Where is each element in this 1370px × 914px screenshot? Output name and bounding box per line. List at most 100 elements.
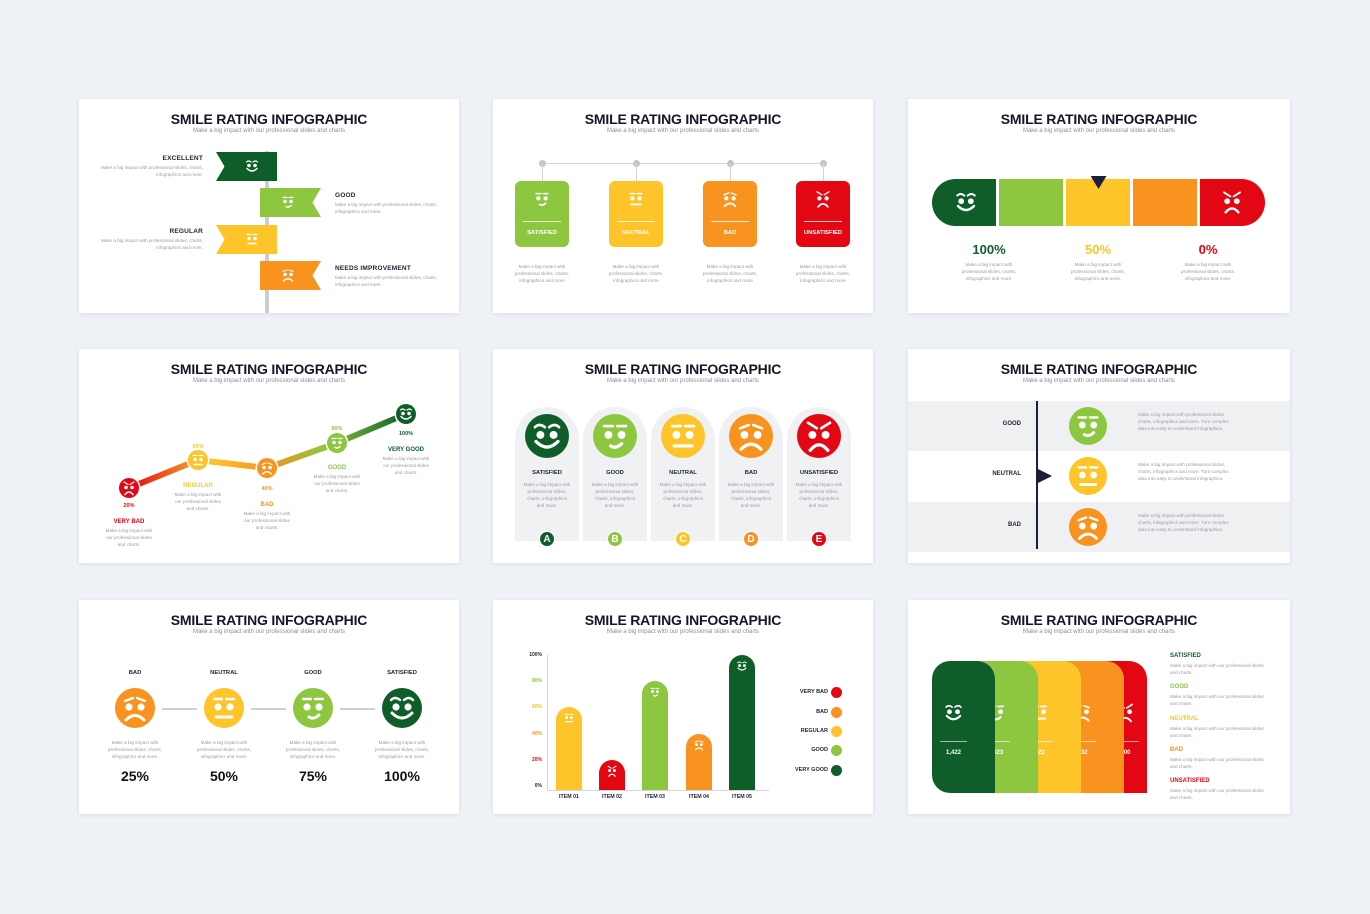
slide-line: SMILE RATING INFOGRAPHIC Make a big impa…: [79, 349, 459, 563]
column-description: Make a big impact with professional slid…: [591, 482, 639, 508]
rating-label: GOOD: [335, 192, 356, 199]
bar-item-03: [642, 681, 668, 790]
happy-face-icon: [242, 156, 262, 176]
slide-title: SMILE RATING INFOGRAPHIC: [170, 361, 368, 377]
rating-description: Make a big impact with professional slid…: [335, 202, 438, 214]
card-label: NEUTRAL: [622, 230, 650, 236]
bar-item-02: [599, 759, 625, 790]
rating-row: NEUTRAL Make a big impact with professio…: [908, 451, 1290, 501]
rating-card: UNSATISFIED: [796, 181, 850, 247]
point-label: VERY BAD: [113, 519, 145, 525]
slide-subtitle: Make a big impact with our professional …: [1022, 629, 1176, 635]
sad-face-icon: [729, 414, 773, 458]
point-value: 100%: [398, 431, 414, 437]
slide-title: SMILE RATING INFOGRAPHIC: [584, 361, 782, 377]
percent-description: Make a big impact with professional slid…: [1070, 262, 1126, 281]
percent-value: 100%: [972, 242, 1006, 257]
connector-line: [340, 708, 375, 710]
connector-line: [251, 708, 286, 710]
rating-card: NEUTRAL: [609, 181, 663, 247]
point-description: Make a big impact with our professional …: [174, 492, 222, 511]
column-letter-badge: E: [811, 531, 827, 547]
connector-stem: [823, 163, 824, 181]
row-description: Make a big impact with professional slid…: [1138, 412, 1229, 431]
scale-description: Make a big impact with professional slid…: [107, 740, 163, 759]
card-description: Make a big impact with professional slid…: [702, 264, 758, 283]
neutral-face-icon: [661, 414, 705, 458]
smile-face-icon: [530, 187, 554, 211]
legend-description: Make a big impact with our professional …: [1170, 788, 1264, 801]
rating-row: BAD Make a big impact with professional …: [908, 502, 1290, 552]
legend-dot: [831, 745, 842, 756]
smile-face-icon: [647, 684, 663, 700]
card-label: SATISFIED: [527, 230, 557, 236]
scale-label: GOOD: [304, 670, 322, 676]
rating-card: SATISFIED: [515, 181, 569, 247]
y-tick-label: 80%: [531, 678, 542, 685]
scale-description: Make a big impact with professional slid…: [374, 740, 430, 759]
column-label: BAD: [744, 470, 758, 476]
slide-title: SMILE RATING INFOGRAPHIC: [170, 612, 368, 628]
slide-subtitle: Make a big impact with our professional …: [606, 629, 760, 635]
slide-subtitle: Make a big impact with our professional …: [606, 128, 760, 134]
column-description: Make a big impact with professional slid…: [795, 482, 843, 508]
stack-value: 1,422: [945, 750, 961, 756]
stack-divider: [1026, 741, 1053, 742]
legend-label: GOOD: [811, 747, 828, 753]
card-description: Make a big impact with professional slid…: [608, 264, 664, 283]
slide-cards: SMILE RATING INFOGRAPHIC Make a big impa…: [493, 99, 873, 313]
angry-face-icon: [119, 478, 139, 498]
neutral-face-icon: [624, 187, 648, 211]
rating-description: Make a big impact with professional slid…: [100, 165, 203, 177]
stack-divider: [1069, 741, 1096, 742]
neutral-face-icon: [242, 229, 262, 249]
column-label: GOOD: [606, 470, 624, 476]
slide-subtitle: Make a big impact with our professional …: [1022, 128, 1176, 134]
slide-title: SMILE RATING INFOGRAPHIC: [1000, 111, 1198, 127]
row-description: Make a big impact with professional slid…: [1138, 513, 1229, 532]
angry-face-icon: [797, 414, 841, 458]
slide-subtitle: Make a big impact with our professional …: [1022, 378, 1176, 384]
angry-face-icon: [811, 187, 835, 211]
legend-description: Make a big impact with our professional …: [1170, 756, 1264, 769]
meter-segment: [1200, 179, 1265, 226]
slide-columns: SMILE RATING INFOGRAPHIC Make a big impa…: [493, 349, 873, 563]
column-letter-badge: C: [675, 531, 691, 547]
slide-subtitle: Make a big impact with our professional …: [606, 378, 760, 384]
rating-flag: [260, 261, 321, 290]
point-label: BAD: [260, 502, 274, 508]
happy-face-icon: [950, 186, 982, 218]
card-divider: [523, 221, 561, 222]
column-label: SATISFIED: [532, 470, 562, 476]
point-description: Make a big impact with our professional …: [105, 528, 153, 547]
rating-flag: [216, 225, 277, 254]
rating-label: REGULAR: [169, 228, 203, 235]
slide-title: SMILE RATING INFOGRAPHIC: [584, 612, 782, 628]
rating-flag: [216, 152, 277, 181]
card-description: Make a big impact with professional slid…: [795, 264, 851, 283]
sad-face-icon: [257, 458, 277, 478]
card-divider: [617, 221, 655, 222]
column-label: NEUTRAL: [669, 470, 697, 476]
column-letter-badge: D: [743, 531, 759, 547]
slide-subtitle: Make a big impact with our professional …: [192, 629, 346, 635]
happy-face-icon: [734, 658, 750, 674]
rating-label: EXCELLENT: [162, 155, 203, 162]
stack-value: 1023: [989, 750, 1004, 756]
neutral-face-icon: [188, 450, 208, 470]
rating-stack-column: 1,422: [932, 661, 995, 793]
slide-bar-chart: SMILE RATING INFOGRAPHIC Make a big impa…: [493, 600, 873, 814]
meter-segment: [1133, 179, 1197, 226]
sad-face-icon: [718, 187, 742, 211]
stack-divider: [1112, 741, 1139, 742]
meter-segment: [999, 179, 1063, 226]
happy-face-icon: [382, 688, 422, 728]
slide-rows: SMILE RATING INFOGRAPHIC Make a big impa…: [908, 349, 1290, 563]
legend-label: BAD: [1170, 746, 1183, 753]
y-tick-label: 20%: [531, 756, 542, 763]
smile-face-icon: [1069, 407, 1107, 445]
stack-value: 100: [1120, 750, 1131, 756]
card-divider: [711, 221, 749, 222]
column-label: UNSATISFIED: [799, 470, 839, 476]
percent-description: Make a big impact with professional slid…: [1180, 262, 1236, 281]
